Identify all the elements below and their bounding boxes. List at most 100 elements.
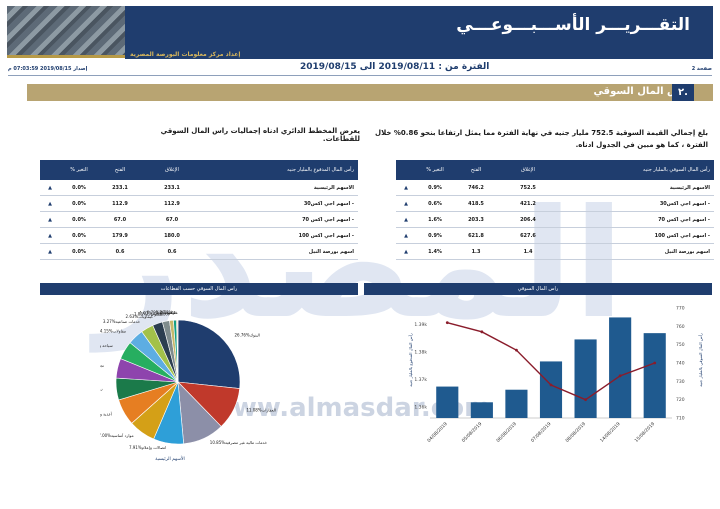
table-row: ▲ 0.0% 233.1 233.1 الاسهم الرئيسية bbox=[40, 180, 358, 196]
table-header: % التغير الفتح الإغلاق رأس المال السوقي … bbox=[396, 160, 714, 180]
cell-open: 67.0 bbox=[113, 216, 127, 223]
x-tick-label: 07/08/2019 bbox=[530, 421, 553, 444]
x-tick-label: 06/08/2019 bbox=[495, 421, 518, 444]
cell-change: 0.9% bbox=[428, 232, 442, 239]
up-arrow-icon: ▲ bbox=[48, 232, 52, 239]
cell-close: 627.6 bbox=[520, 232, 536, 239]
cell-open: 746.2 bbox=[468, 184, 484, 191]
line-point bbox=[445, 321, 449, 325]
header-photo bbox=[7, 6, 125, 58]
cell-name: - اسهم اجي اكس 100 bbox=[654, 232, 710, 239]
y-tick-left: 1.36k bbox=[414, 405, 427, 411]
cell-close: 112.9 bbox=[164, 200, 180, 207]
cell-change: 0.0% bbox=[72, 200, 86, 207]
cell-close: 67.0 bbox=[165, 216, 179, 223]
cell-name: اسهم بورصة النيل bbox=[664, 248, 710, 255]
bar bbox=[574, 339, 597, 418]
x-tick-label: 05/08/2019 bbox=[461, 421, 484, 444]
cell-name: الاسهم الرئيسية bbox=[669, 184, 710, 191]
cell-open: 621.8 bbox=[468, 232, 484, 239]
cell-name: اسهم بورصة النيل bbox=[308, 248, 354, 255]
page-number: صفحة 2 bbox=[691, 66, 712, 72]
cell-close: 752.5 bbox=[520, 184, 536, 191]
cell-name: - اسهم اجي اكس30 bbox=[659, 200, 710, 207]
pie-slice bbox=[177, 319, 179, 383]
pie-slice-label: 11.08%العقارات bbox=[246, 408, 276, 413]
cell-change: 0.0% bbox=[72, 248, 86, 255]
bar bbox=[643, 333, 666, 418]
up-arrow-icon: ▲ bbox=[404, 200, 408, 207]
cell-name: - اسهم اجي اكس30 bbox=[303, 200, 354, 207]
section-title: رأس المال السوقي bbox=[593, 86, 690, 97]
watermark-logo: المصدر bbox=[95, 178, 625, 352]
pie-legend-note: الأسهم الرئيسية bbox=[155, 455, 185, 462]
cell-open: 179.9 bbox=[112, 232, 128, 239]
section-number: ٢. bbox=[672, 84, 694, 101]
bar bbox=[609, 317, 632, 418]
line-point bbox=[653, 361, 657, 365]
cell-open: 233.1 bbox=[112, 184, 128, 191]
table-row: ▲ 0.0% 0.6 0.6 اسهم بورصة النيل bbox=[40, 244, 358, 260]
report-subtitle: إعداد مركز معلومات البورصة المصرية bbox=[130, 51, 241, 58]
up-arrow-icon: ▲ bbox=[48, 248, 52, 255]
y-tick-right: 770 bbox=[676, 306, 685, 312]
y-tick-left: 1.39k bbox=[414, 322, 427, 328]
cell-close: 180.0 bbox=[164, 232, 180, 239]
y-tick-right: 750 bbox=[676, 342, 685, 348]
cell-close: 0.6 bbox=[167, 248, 177, 255]
cell-change: 0.9% bbox=[428, 184, 442, 191]
line-point bbox=[549, 383, 553, 387]
line-point bbox=[515, 348, 518, 352]
x-tick-label: 08/08/2019 bbox=[564, 421, 587, 444]
x-tick-label: 14/08/2019 bbox=[599, 421, 622, 444]
up-arrow-icon: ▲ bbox=[404, 232, 408, 239]
bar bbox=[436, 386, 459, 418]
up-arrow-icon: ▲ bbox=[48, 200, 52, 207]
cell-change: 0.0% bbox=[72, 184, 86, 191]
section-bar bbox=[27, 84, 713, 101]
y-axis-label-left: رأس المال المدفوع بالمليار جنيه bbox=[408, 333, 413, 387]
cell-change: 0.6% bbox=[428, 200, 442, 207]
y-tick-right: 740 bbox=[676, 361, 685, 367]
pie-slice-label: 0.79%تكنولوجيا bbox=[147, 310, 175, 315]
pie-slice-label: 0.26%طاقة bbox=[156, 310, 177, 315]
table-row: ▲ 0.0% 67.0 67.0 - اسهم اجي اكس 70 bbox=[40, 212, 358, 228]
pie-slice-label: 1.03%ورق وتعبئة bbox=[139, 310, 170, 315]
report-title: التقـــريـــر الأســـبـــوعـــي bbox=[456, 15, 690, 35]
pie-slice-label: 2.63%كيماويات bbox=[126, 314, 153, 319]
x-tick-label: 04/08/2019 bbox=[426, 421, 449, 444]
up-arrow-icon: ▲ bbox=[404, 184, 408, 191]
cell-open: 1.3 bbox=[471, 248, 481, 255]
report-period: الفترة من : 2019/08/11 الى 2019/08/15 bbox=[300, 62, 490, 72]
bar bbox=[470, 402, 493, 418]
line-point bbox=[584, 398, 587, 402]
table-row: ▲ 0.9% 746.2 752.5 الاسهم الرئيسية bbox=[396, 180, 714, 196]
summary-paragraph: بلغ إجمالي القيمة السوقية 752.5 مليار جن… bbox=[375, 129, 708, 149]
y-tick-right: 760 bbox=[676, 324, 685, 330]
pie-intro-paragraph: يعرض المخطط الدائري ادناه إجماليات راس ا… bbox=[160, 127, 360, 143]
pie-slice-label: 26.76%البنوك bbox=[234, 333, 259, 338]
cell-open: 112.9 bbox=[112, 200, 128, 207]
market-cap-table: % التغير الفتح الإغلاق رأس المال السوقي … bbox=[396, 160, 714, 260]
up-arrow-icon: ▲ bbox=[48, 216, 52, 223]
cell-change: 1.6% bbox=[428, 216, 442, 223]
divider bbox=[8, 75, 712, 76]
pie-slice-label: 4.15%مقاولات bbox=[100, 328, 126, 333]
pie-slice-label: 1.85%منسوجات bbox=[134, 311, 163, 316]
cell-change: 1.4% bbox=[428, 248, 442, 255]
sector-pie-chart: 26.76%البنوك 11.08%العقارات 10.85%خدمات ما… bbox=[100, 310, 276, 462]
bar-panel-header: راس المال السوقي bbox=[364, 283, 712, 295]
y-tick-left: 1.37k bbox=[414, 377, 427, 383]
cell-name: الاسهم الرئيسية bbox=[313, 184, 354, 191]
up-arrow-icon: ▲ bbox=[404, 216, 408, 223]
pie-slice-label: 7.91%اتصالات وإعلام bbox=[129, 445, 166, 451]
market-cap-bar-chart: 1.36k 1.37k 1.38k 1.39k 710 720 730 740 750 760 77… bbox=[408, 306, 703, 444]
header-strip bbox=[125, 50, 713, 59]
pie-slice-label: 5.16%تجارة وتوزيع bbox=[100, 363, 104, 368]
pie-slice-label: 10.85%خدمات مالية غير مصرفية bbox=[210, 440, 268, 445]
cell-change: 0.0% bbox=[72, 216, 86, 223]
pie-slice-label: 5.71%رعاية صحية bbox=[100, 386, 103, 391]
table-row: ▲ 0.6% 418.5 421.2 - اسهم اجي اكس30 bbox=[396, 196, 714, 212]
pie-slice-label: 4.79%سياحة وترفيه bbox=[100, 343, 113, 348]
pie-slice-label: 7.00%موارد أساسية bbox=[100, 433, 134, 438]
